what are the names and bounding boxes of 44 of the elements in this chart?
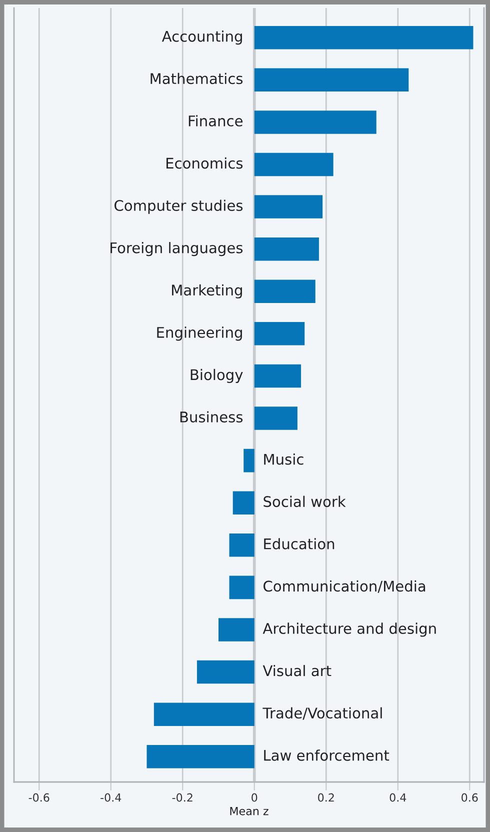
bar (254, 152, 334, 176)
y-tick-label: Trade/Vocational (262, 707, 382, 720)
y-tick-label: Biology (190, 368, 243, 384)
y-tick-label: Social work (264, 496, 346, 508)
bar (254, 406, 298, 430)
y-tick-label: Foreign languages (110, 242, 243, 256)
y-tick-label: Mathematics (150, 72, 243, 84)
y-tick-label: Engineering (157, 326, 242, 341)
x-tick-label: -0.6 (28, 793, 50, 802)
y-tick-label: Communication/Media (264, 580, 426, 593)
y-tick-label: Architecture and design (262, 622, 436, 637)
x-tick-label: 0 (252, 793, 258, 802)
y-tick-label: Economics (166, 157, 243, 169)
bar (232, 491, 254, 514)
x-tick-label: 0.4 (390, 793, 406, 802)
bar (254, 364, 302, 388)
y-tick-label: Business (180, 411, 243, 422)
x-axis-title: Mean z (230, 806, 268, 816)
x-tick-label: -0.4 (100, 793, 122, 802)
bar (254, 195, 323, 218)
x-tick-label: 0.6 (462, 793, 478, 802)
y-tick-label: Accounting (162, 30, 242, 45)
bar (254, 322, 305, 346)
bar (146, 744, 254, 768)
y-tick-label: Visual art (262, 664, 332, 676)
bar (229, 576, 254, 600)
bar (254, 110, 376, 134)
x-tick-label: -0.2 (172, 793, 192, 802)
bar (154, 702, 254, 726)
bar (254, 26, 474, 50)
bar (196, 660, 254, 684)
x-tick-label: 0.2 (318, 793, 334, 802)
bar (229, 534, 254, 557)
bar (254, 237, 319, 261)
y-tick-label: Marketing (172, 284, 242, 298)
bar (254, 280, 316, 304)
y-tick-label: Finance (188, 115, 242, 126)
y-tick-label: Law enforcement (264, 750, 390, 761)
y-tick-label: Computer studies (114, 200, 243, 214)
bar (244, 448, 254, 472)
bar (218, 618, 254, 642)
bar (254, 68, 409, 92)
y-tick-label: Music (264, 454, 304, 465)
y-tick-label: Education (264, 538, 334, 550)
